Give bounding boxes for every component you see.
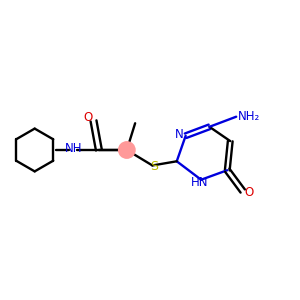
Text: O: O [244,186,254,199]
Circle shape [118,141,136,159]
Text: NH: NH [64,142,82,155]
Text: HN: HN [191,176,208,189]
Text: S: S [150,160,158,173]
Text: N: N [175,128,184,141]
Text: O: O [84,111,93,124]
Text: NH₂: NH₂ [238,110,260,123]
